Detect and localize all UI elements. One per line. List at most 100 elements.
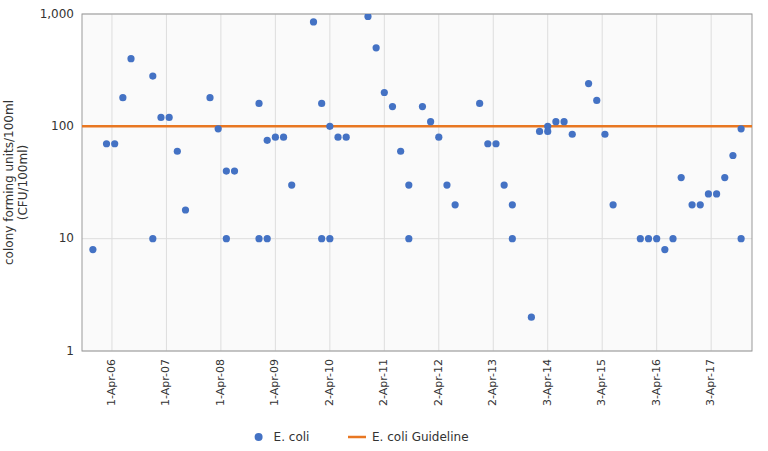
data-point xyxy=(509,201,516,208)
data-point xyxy=(729,152,736,159)
y-tick-label: 10 xyxy=(59,231,74,245)
guideline xyxy=(82,125,752,128)
legend-key xyxy=(255,433,263,441)
data-point xyxy=(669,235,676,242)
x-tick-label: 1-Apr-06 xyxy=(105,359,118,406)
x-grid-line xyxy=(711,14,712,351)
data-point xyxy=(174,148,181,155)
data-point xyxy=(713,190,720,197)
chart-container: 1101001,0001-Apr-061-Apr-071-Apr-081-Apr… xyxy=(0,0,768,451)
data-point xyxy=(182,206,189,213)
data-point xyxy=(364,14,371,20)
data-point xyxy=(593,97,600,104)
legend-label: E. coli xyxy=(274,430,310,444)
plot-area xyxy=(82,14,752,351)
grid xyxy=(82,14,752,351)
data-point xyxy=(389,103,396,110)
data-point xyxy=(678,174,685,181)
data-point xyxy=(206,94,213,101)
data-point xyxy=(405,235,412,242)
data-point xyxy=(427,118,434,125)
data-point xyxy=(288,181,295,188)
x-grid-line xyxy=(602,14,603,351)
data-point xyxy=(405,181,412,188)
data-point xyxy=(492,140,499,147)
x-tick-label: 2-Apr-12 xyxy=(432,359,445,406)
data-point xyxy=(697,201,704,208)
x-tick-label: 1-Apr-08 xyxy=(214,359,227,406)
data-point xyxy=(231,167,238,174)
data-point xyxy=(310,18,317,25)
data-point xyxy=(318,235,325,242)
x-grid-line xyxy=(438,14,439,351)
data-point xyxy=(645,235,652,242)
x-grid-line xyxy=(220,14,221,351)
x-grid-line xyxy=(111,14,112,351)
y-grid-line xyxy=(82,126,752,127)
data-point xyxy=(536,128,543,135)
data-point xyxy=(166,114,173,121)
x-tick-label: 3-Apr-17 xyxy=(704,359,717,406)
x-grid-line xyxy=(166,14,167,351)
data-point xyxy=(552,118,559,125)
plot-frame xyxy=(82,14,752,351)
data-point xyxy=(419,103,426,110)
data-point xyxy=(544,128,551,135)
data-point xyxy=(569,131,576,138)
data-point xyxy=(326,235,333,242)
y-tick-label: 1,000 xyxy=(40,7,74,21)
marks xyxy=(82,14,752,321)
data-point xyxy=(601,131,608,138)
data-point xyxy=(280,134,287,141)
data-point xyxy=(103,140,110,147)
x-grid-line xyxy=(384,14,385,351)
data-point xyxy=(343,134,350,141)
data-point xyxy=(721,174,728,181)
data-point xyxy=(528,314,535,321)
data-point xyxy=(637,235,644,242)
data-point xyxy=(476,100,483,107)
data-point xyxy=(484,140,491,147)
x-grid-line xyxy=(656,14,657,351)
data-point xyxy=(326,123,333,130)
legend-label: E. coli Guideline xyxy=(372,430,469,444)
x-grid-line xyxy=(275,14,276,351)
x-tick-label: 3-Apr-14 xyxy=(541,359,554,406)
data-point xyxy=(127,55,134,62)
x-tick-label: 3-Apr-15 xyxy=(595,359,608,406)
axes: 1101001,0001-Apr-061-Apr-071-Apr-081-Apr… xyxy=(40,7,718,407)
data-point xyxy=(443,181,450,188)
data-point xyxy=(157,114,164,121)
y-axis-label: colony forming units/100ml(CFU/100ml) xyxy=(2,100,30,265)
legend-key xyxy=(348,436,366,439)
x-tick-label: 2-Apr-13 xyxy=(486,359,499,406)
data-point xyxy=(585,80,592,87)
data-point xyxy=(111,140,118,147)
data-point xyxy=(509,235,516,242)
data-point xyxy=(149,73,156,80)
x-tick-label: 2-Apr-11 xyxy=(377,359,390,406)
data-point xyxy=(373,44,380,51)
data-point xyxy=(334,134,341,141)
data-point xyxy=(560,118,567,125)
legend: E. coli E. coli Guideline xyxy=(255,430,469,444)
data-point xyxy=(318,100,325,107)
data-point xyxy=(255,100,262,107)
data-point xyxy=(738,235,745,242)
data-point xyxy=(452,201,459,208)
y-axis-label-line: colony forming units/100ml xyxy=(2,100,16,265)
x-grid-line xyxy=(493,14,494,351)
data-point xyxy=(705,190,712,197)
data-point xyxy=(223,235,230,242)
x-grid-line xyxy=(547,14,548,351)
data-point xyxy=(435,134,442,141)
data-point xyxy=(661,246,668,253)
data-point xyxy=(119,94,126,101)
chart-svg: 1101001,0001-Apr-061-Apr-071-Apr-081-Apr… xyxy=(0,0,768,451)
data-point xyxy=(149,235,156,242)
data-point xyxy=(738,125,745,132)
x-tick-label: 2-Apr-10 xyxy=(323,359,336,406)
data-point xyxy=(381,89,388,96)
data-point xyxy=(215,125,222,132)
data-point xyxy=(609,201,616,208)
